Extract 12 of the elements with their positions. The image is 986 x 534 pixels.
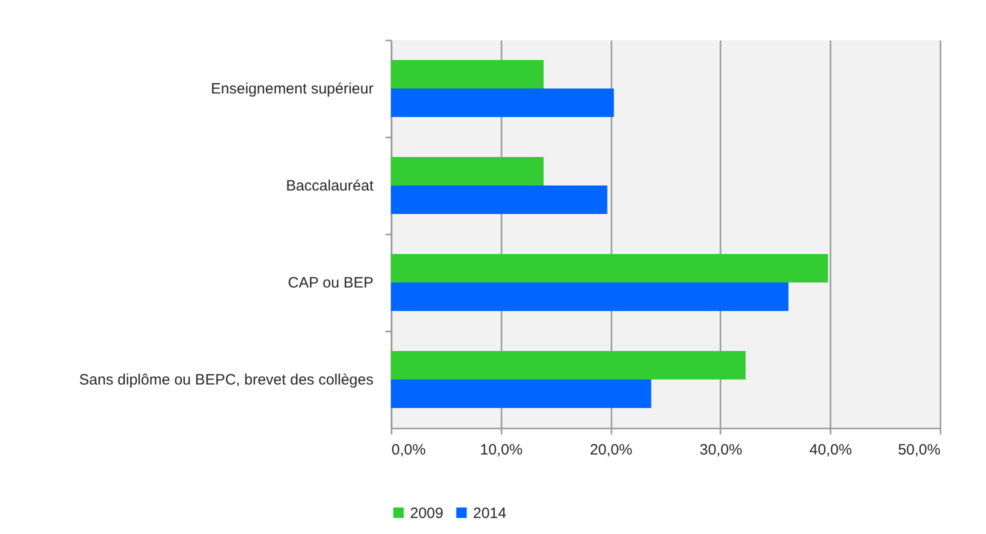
y-tick-label: Sans diplôme ou BEPC, brevet des collèges [79,372,374,388]
x-tick-label: 40,0% [809,442,852,458]
y-tick-label: Baccalauréat [286,178,374,194]
y-tick-label: CAP ou BEP [288,274,374,292]
x-tick-label: 30,0% [700,442,742,458]
legend-label: 2009 [410,504,444,522]
x-tick-label: 10,0% [480,442,523,458]
y-tick-label: Enseignement supérieur [210,80,374,98]
x-tick-label: 20,0% [590,442,632,458]
legend-label: 2014 [473,504,506,522]
x-tick-label: 0,0% [392,442,426,458]
x-tick-label: 50,0% [898,442,940,458]
